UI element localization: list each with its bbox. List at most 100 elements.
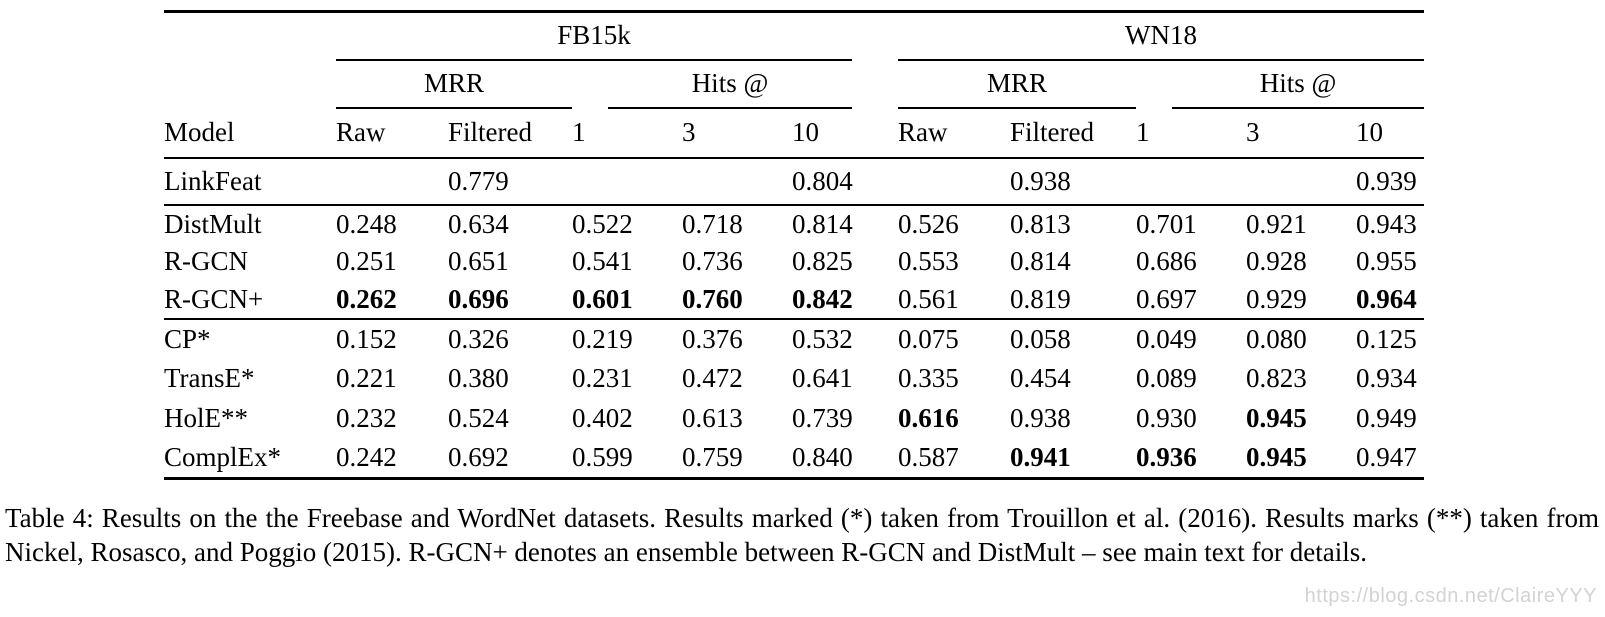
cell-wn-hits10: 0.934 [1356,363,1417,393]
model-name: TransE* [164,363,255,393]
col-header-fb-hits10: 10 [792,108,883,159]
table-caption: Table 4: Results on the the Freebase and… [5,503,1599,567]
hits-label: Hits @ [691,67,769,98]
cell-fb-mrr-filtered: 0.326 [448,323,509,354]
dataset-label-fb15k: FB15k [557,19,631,50]
cell-wn-hits1: 0.936 [1136,442,1197,473]
cell-fb-mrr-filtered: 0.634 [448,208,509,239]
model-name: HolE** [164,403,248,433]
cell-wn-mrr-filtered: 0.058 [1010,323,1071,354]
cell-wn-hits10: 0.939 [1356,157,1425,206]
column-spacer [882,439,898,479]
column-spacer [882,61,898,109]
cell-fb-hits10: 0.840 [792,442,853,473]
empty-cell [164,61,336,109]
cell-fb-mrr-raw: 0.251 [336,246,397,276]
cell-fb-hits10: 0.739 [792,403,853,433]
column-spacer [882,12,898,61]
dataset-label-wn18: WN18 [1125,19,1198,50]
table-row-distmult: DistMult 0.248 0.634 0.522 0.718 0.814 0… [164,205,1424,243]
col-header-fb-raw: Raw [336,108,448,159]
cell-fb-hits1: 0.599 [572,442,633,473]
cell-fb-hits3: 0.472 [682,363,743,393]
col-header-fb-hits3: 3 [682,108,792,159]
cell-wn-hits1 [1136,157,1247,206]
cell-fb-hits1: 0.522 [572,208,633,239]
cell-wn-hits10: 0.947 [1356,442,1417,473]
cell-wn-hits10: 0.964 [1356,280,1425,320]
column-spacer [882,359,898,399]
column-spacer [882,399,898,439]
cell-wn-hits1: 0.701 [1136,208,1197,239]
cell-wn-mrr-filtered: 0.814 [1010,246,1071,276]
cell-wn-hits3: 0.928 [1246,246,1307,276]
cell-wn-hits1: 0.930 [1136,403,1197,433]
cell-fb-hits1: 0.601 [572,280,682,320]
dataset-group-wn18: WN18 [898,19,1425,61]
table-row-cp: CP* 0.152 0.326 0.219 0.376 0.532 0.075 … [164,319,1424,359]
cell-fb-mrr-raw: 0.232 [336,403,397,433]
cell-fb-hits10: 0.804 [792,157,883,206]
table-row-rgcn-plus: R-GCN+ 0.262 0.696 0.601 0.760 0.842 0.5… [164,280,1425,320]
cell-fb-hits10: 0.842 [792,280,883,320]
cell-wn-hits10: 0.125 [1356,323,1417,354]
model-name: R-GCN [164,246,249,276]
model-name: ComplEx* [164,442,282,473]
cell-wn-hits3: 0.945 [1246,403,1307,433]
model-name: LinkFeat [164,157,336,206]
hits-label: Hits @ [1259,67,1337,98]
cell-wn-mrr-raw: 0.616 [898,403,959,433]
cell-fb-mrr-filtered: 0.779 [448,157,572,206]
cell-fb-hits10: 0.532 [792,323,853,354]
model-name: R-GCN+ [164,280,336,320]
cell-fb-hits3: 0.760 [682,280,792,320]
cell-fb-mrr-raw: 0.262 [336,280,448,320]
metric-group-row: MRR Hits @ MRR Hits @ [164,61,1425,109]
col-header-model: Model [164,108,336,159]
cell-wn-hits1: 0.049 [1136,323,1197,354]
cell-fb-hits3: 0.736 [682,246,743,276]
cell-fb-mrr-filtered: 0.651 [448,246,509,276]
cell-fb-mrr-raw: 0.242 [336,442,397,473]
mrr-label: MRR [423,67,485,98]
dataset-group-fb15k: FB15k [336,19,853,61]
cell-wn-mrr-raw: 0.335 [898,363,959,393]
table-row-complex: ComplEx* 0.242 0.692 0.599 0.759 0.840 0… [164,439,1424,479]
cell-fb-hits10: 0.641 [792,363,853,393]
column-spacer [882,280,899,320]
column-header-row: Model Raw Filtered 1 3 10 Raw Filtered 1… [164,108,1425,159]
mrr-label: MRR [987,67,1048,98]
column-spacer [882,157,899,206]
cell-wn-hits1: 0.697 [1136,280,1247,320]
cell-fb-mrr-filtered: 0.696 [448,280,572,320]
wn18-hits-group: Hits @ [1172,67,1425,109]
cell-wn-mrr-filtered: 0.454 [1010,363,1071,393]
cell-wn-mrr-raw [898,157,1011,206]
cell-fb-hits1 [572,157,682,206]
cell-wn-mrr-filtered: 0.813 [1010,208,1071,239]
cell-fb-hits3: 0.376 [682,323,743,354]
col-header-fb-filtered: Filtered [448,108,572,159]
column-spacer [882,243,898,281]
cell-fb-hits1: 0.541 [572,246,633,276]
cell-wn-hits10: 0.943 [1356,208,1417,239]
col-header-wn-raw: Raw [898,108,1011,159]
cell-wn-hits3: 0.929 [1246,280,1357,320]
cell-wn-mrr-raw: 0.561 [898,280,1011,320]
cell-fb-mrr-filtered: 0.380 [448,363,509,393]
column-spacer [882,108,899,159]
column-spacer [882,205,898,243]
cell-wn-hits10: 0.955 [1356,246,1417,276]
cell-fb-mrr-raw: 0.221 [336,363,397,393]
cell-wn-mrr-raw: 0.587 [898,442,959,473]
dataset-header-row: FB15k WN18 [164,12,1425,61]
cell-wn-hits3 [1246,157,1357,206]
cell-fb-hits3 [682,157,792,206]
cell-wn-mrr-filtered: 0.819 [1010,280,1137,320]
col-header-wn-filtered: Filtered [1010,108,1137,159]
cell-fb-hits3: 0.613 [682,403,743,433]
fb15k-hits-group: Hits @ [608,67,853,109]
cell-wn-hits1: 0.686 [1136,246,1197,276]
col-header-fb-hits1: 1 [572,108,682,159]
col-header-wn-hits3: 3 [1246,108,1357,159]
